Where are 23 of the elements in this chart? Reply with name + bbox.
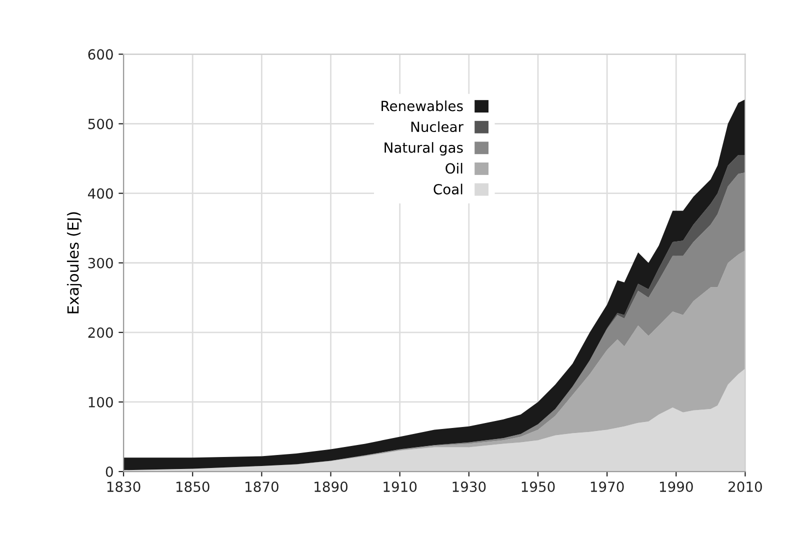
x-tick-label: 1850 <box>176 482 210 492</box>
y-tick-label: 500 <box>88 118 113 130</box>
y-tick-label: 200 <box>88 327 113 338</box>
x-tick-label: 1830 <box>107 482 140 492</box>
y-tick-label: 400 <box>88 188 113 199</box>
y-tick-label: 300 <box>88 258 113 268</box>
x-tick-label: 1890 <box>314 482 348 492</box>
x-tick-label: 1910 <box>384 482 417 492</box>
x-tick-label: 2010 <box>728 482 762 492</box>
legend-label: Natural gas <box>384 142 463 156</box>
y-tick-label: 100 <box>88 396 113 408</box>
y-axis-title: Exajoules (EJ) <box>66 212 82 314</box>
legend-label: Coal <box>434 184 462 194</box>
x-tick-label: 1930 <box>452 482 486 492</box>
x-tick-label: 1950 <box>522 482 555 492</box>
x-tick-label: 1870 <box>246 482 278 492</box>
y-tick-label: 0 <box>106 466 113 478</box>
x-tick-label: 1970 <box>590 482 624 492</box>
legend-label: Renewables <box>382 100 463 112</box>
legend-label: Nuclear <box>411 121 464 132</box>
legend-label: Oil <box>446 162 462 174</box>
y-tick-label: 600 <box>88 49 113 60</box>
x-tick-label: 1990 <box>660 482 693 492</box>
